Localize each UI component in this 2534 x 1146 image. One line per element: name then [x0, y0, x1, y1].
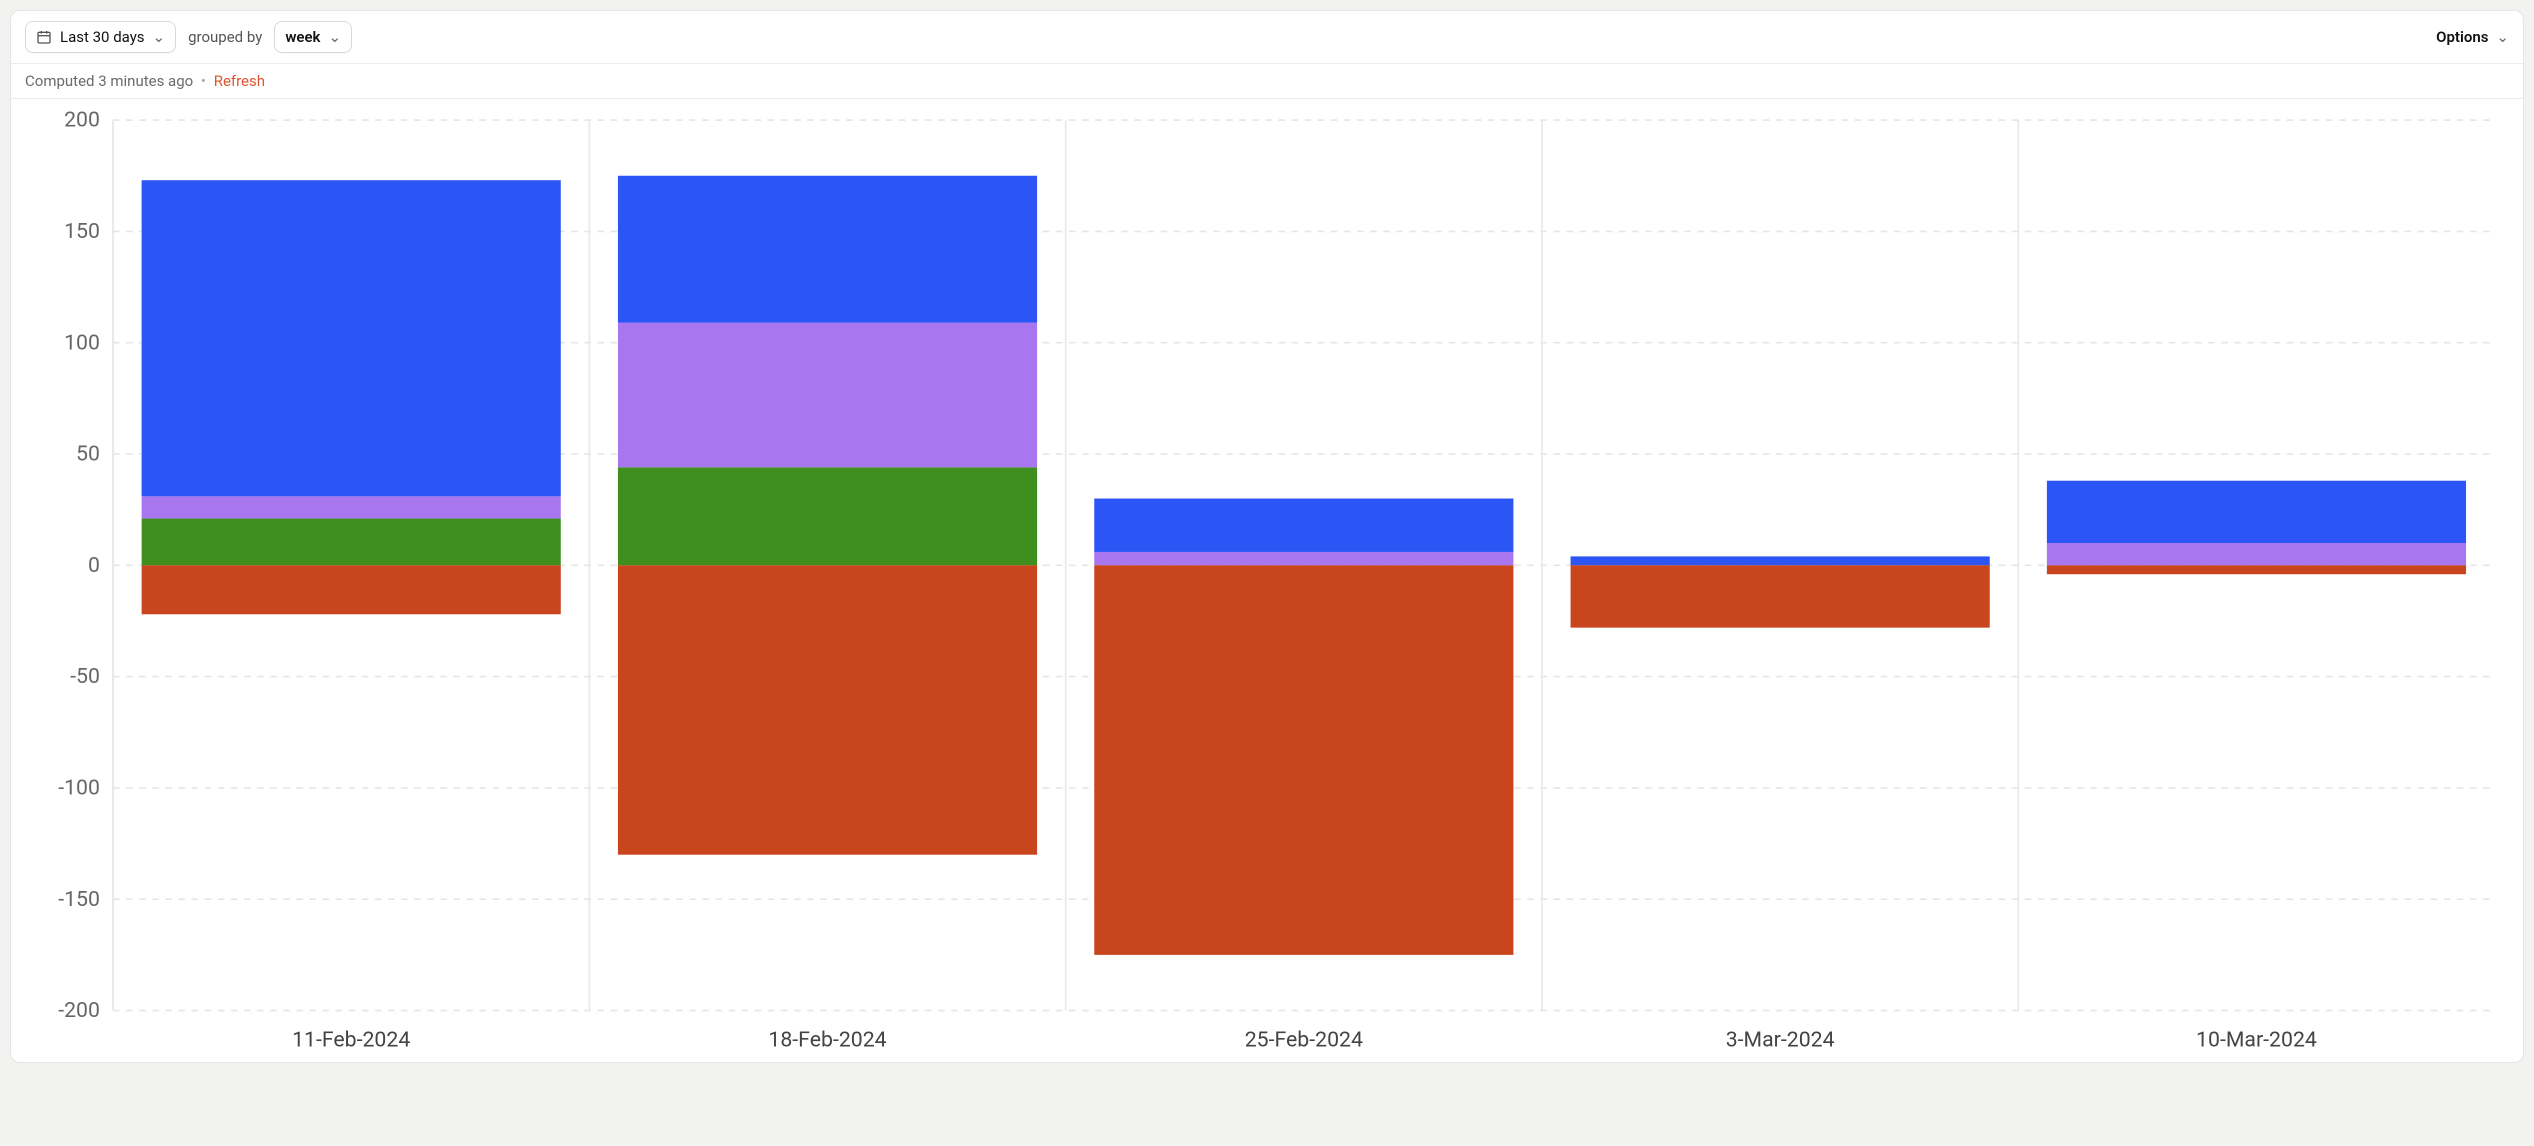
svg-text:50: 50 [76, 442, 100, 467]
date-range-label: Last 30 days [60, 28, 145, 46]
chart-card: Last 30 days ⌄ grouped by week ⌄ Options… [10, 10, 2524, 1063]
chevron-down-icon: ⌄ [2496, 28, 2509, 46]
calendar-icon [36, 29, 52, 45]
chevron-down-icon: ⌄ [153, 28, 166, 46]
toolbar: Last 30 days ⌄ grouped by week ⌄ Options… [11, 11, 2523, 64]
chevron-down-icon: ⌄ [328, 28, 341, 46]
grouping-label: week [285, 28, 320, 46]
stacked-bar-chart: -200 -150 -100 -50 0 50 100 150 200 11-Feb-2024 18… [23, 107, 2511, 1056]
svg-text:0: 0 [88, 553, 100, 578]
computed-text: Computed 3 minutes ago [25, 72, 193, 90]
refresh-link[interactable]: Refresh [214, 72, 265, 90]
svg-text:3-Mar-2024: 3-Mar-2024 [1726, 1028, 1835, 1053]
options-menu[interactable]: Options ⌄ [2436, 28, 2509, 46]
date-range-selector[interactable]: Last 30 days ⌄ [25, 21, 176, 53]
svg-text:100: 100 [64, 330, 100, 355]
svg-text:-200: -200 [58, 998, 100, 1023]
svg-text:18-Feb-2024: 18-Feb-2024 [768, 1028, 886, 1053]
status-bar: Computed 3 minutes ago • Refresh [11, 64, 2523, 99]
options-label: Options [2436, 28, 2488, 46]
grouped-by-text: grouped by [188, 28, 262, 46]
grouping-selector[interactable]: week ⌄ [274, 21, 352, 53]
svg-text:25-Feb-2024: 25-Feb-2024 [1245, 1028, 1363, 1053]
svg-text:-100: -100 [58, 775, 100, 800]
svg-text:10-Mar-2024: 10-Mar-2024 [2196, 1028, 2317, 1053]
chart-area: -200 -150 -100 -50 0 50 100 150 200 11-Feb-2024 18… [11, 99, 2523, 1062]
svg-text:200: 200 [64, 108, 100, 133]
svg-text:-150: -150 [58, 887, 100, 912]
svg-text:-50: -50 [70, 664, 100, 689]
separator-dot: • [197, 72, 210, 90]
svg-text:150: 150 [64, 219, 100, 244]
svg-text:11-Feb-2024: 11-Feb-2024 [292, 1028, 410, 1053]
